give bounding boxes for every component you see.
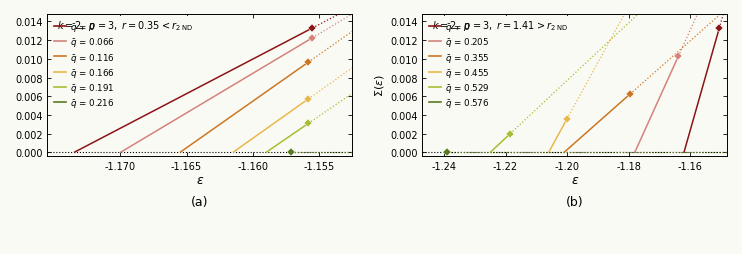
Text: (a): (a) — [191, 196, 209, 209]
Legend: $\bar{q}$ = 0, $\bar{q}$ = 0.205, $\bar{q}$ = 0.355, $\bar{q}$ = 0.455, $\bar{q}: $\bar{q}$ = 0, $\bar{q}$ = 0.205, $\bar{… — [427, 19, 492, 111]
X-axis label: $\epsilon$: $\epsilon$ — [196, 174, 204, 187]
Text: (b): (b) — [566, 196, 583, 209]
Legend: $\bar{q}$ = 0, $\bar{q}$ = 0.066, $\bar{q}$ = 0.116, $\bar{q}$ = 0.166, $\bar{q}: $\bar{q}$ = 0, $\bar{q}$ = 0.066, $\bar{… — [52, 19, 117, 111]
Text: $k=2,\ p=3,\ r=0.35 < r_{2\ \mathrm{ND}}$: $k=2,\ p=3,\ r=0.35 < r_{2\ \mathrm{ND}}… — [56, 19, 193, 33]
X-axis label: $\epsilon$: $\epsilon$ — [571, 174, 579, 187]
Y-axis label: $\Sigma(\epsilon)$: $\Sigma(\epsilon)$ — [372, 74, 386, 97]
Text: $k=2,\ p=3,\ r=1.41 > r_{2\ \mathrm{ND}}$: $k=2,\ p=3,\ r=1.41 > r_{2\ \mathrm{ND}}… — [432, 19, 568, 33]
